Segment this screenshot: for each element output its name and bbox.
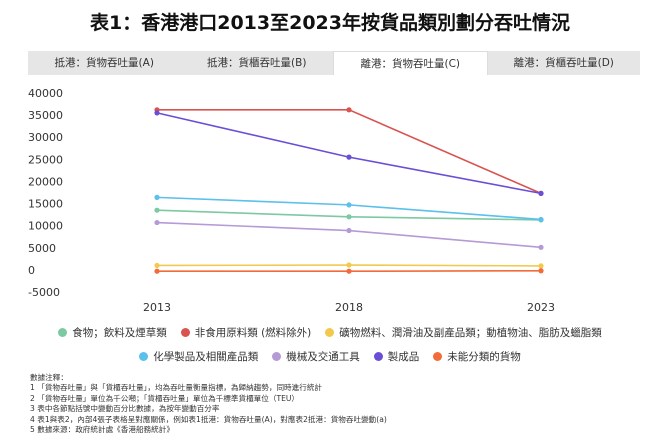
tab-outbound-container[interactable]: 離港：貨櫃吞吐量(D) — [487, 51, 640, 75]
legend-label: 非食用原料類 (燃料除外) — [194, 327, 312, 339]
series-line — [156, 221, 542, 249]
legend-item[interactable]: 食物；飲料及煙草類 — [58, 325, 167, 340]
y-tick-label: 20000 — [28, 175, 63, 188]
legend-item[interactable]: 機械及交通工具 — [272, 349, 360, 364]
x-tick-label: 2018 — [335, 301, 363, 314]
data-point — [346, 262, 352, 268]
y-tick-label: -5000 — [28, 286, 60, 299]
legend-item[interactable]: 未能分類的貨物 — [433, 349, 521, 364]
note-line: 3 表中各節點括號中變動百分比數據，為按年變動百分率 — [30, 404, 220, 414]
y-tick-label: 25000 — [28, 153, 63, 166]
data-point — [538, 216, 544, 223]
data-point — [346, 214, 352, 220]
x-tick-label: 2013 — [143, 301, 171, 314]
data-point — [346, 202, 352, 208]
legend-label: 製成品 — [387, 351, 420, 363]
data-point — [154, 194, 160, 200]
tab-inbound-container[interactable]: 抵港：貨櫃吞吐量(B) — [180, 51, 333, 75]
legend-label: 機械及交通工具 — [286, 351, 360, 363]
y-tick-label: 30000 — [28, 131, 63, 144]
tab-bar: 抵港：貨物吞吐量(A) 抵港：貨櫃吞吐量(B) 離港：貨物吞吐量(C) 離港：貨… — [28, 51, 640, 75]
legend-row-2: 化學製品及相關產品類 機械及交通工具 製成品 未能分類的貨物 — [0, 349, 660, 364]
notes-heading: 數據注釋： — [30, 373, 68, 382]
data-point — [346, 107, 352, 113]
legend-dot — [180, 328, 190, 337]
legend-label: 食物；飲料及煙草類 — [72, 327, 167, 339]
note-line: 2 「貨物吞吐量」單位為千公噸；「貨櫃吞吐量」單位為千標準貨櫃單位（TEU） — [30, 393, 300, 403]
legend-dot — [139, 352, 149, 361]
legend-item[interactable]: 非食用原料類 (燃料除外) — [180, 325, 312, 340]
y-tick-label: 40000 — [28, 87, 63, 100]
legend-label: 礦物燃料、潤滑油及副產品類；動植物油、脂肪及蠟脂類 — [339, 327, 602, 339]
line-chart: -5000 0 5000 10000 15000 20000 25000 30000 35000… — [28, 87, 555, 314]
data-point — [346, 154, 352, 160]
data-point — [154, 219, 160, 226]
y-tick-label: 10000 — [28, 220, 63, 233]
data-notes: 數據注釋： 1 「貨物吞吐量」與「貨櫃吞吐量」，均為吞吐量衡量指標，為歸納趨勢，… — [30, 373, 387, 435]
legend-label: 化學製品及相關產品類 — [153, 351, 259, 363]
y-tick-label: 0 — [28, 264, 35, 277]
legend-dot — [433, 352, 443, 361]
series-line — [157, 109, 542, 195]
y-tick-label: 35000 — [28, 109, 63, 122]
tab-outbound-cargo[interactable]: 離港：貨物吞吐量(C) — [333, 51, 488, 75]
data-point — [538, 268, 544, 274]
data-point — [538, 244, 544, 250]
legend-row-1: 食物；飲料及煙草類 非食用原料類 (燃料除外) 礦物燃料、潤滑油及副產品類；動植… — [0, 325, 660, 340]
y-tick-label: 15000 — [28, 198, 63, 211]
data-point — [346, 227, 352, 234]
legend-item[interactable]: 化學製品及相關產品類 — [139, 349, 258, 364]
data-point — [154, 262, 160, 269]
y-tick-label: 5000 — [28, 242, 56, 255]
legend-item[interactable]: 製成品 — [373, 349, 420, 364]
series-line — [156, 112, 542, 195]
data-point — [346, 268, 352, 274]
data-point — [538, 263, 544, 269]
chart-title: 表1：香港港口2013至2023年按貨品類別劃分吞吐情況 — [90, 12, 570, 34]
data-point — [154, 268, 160, 274]
legend-dot — [58, 328, 68, 337]
note-line: 4 表1與表2，內部4張子表格呈對應關係，例如表1抵港：貨物吞吐量(A)，對應表… — [30, 414, 387, 424]
legend-dot — [272, 352, 282, 361]
legend-dot — [325, 328, 335, 337]
data-point — [154, 207, 160, 213]
data-point — [154, 110, 160, 116]
legend-label: 未能分類的貨物 — [447, 351, 521, 363]
note-line: 5 數據來源：政府統計處《香港船務統計》 — [30, 425, 174, 435]
legend-dot — [373, 352, 383, 361]
tab-inbound-cargo[interactable]: 抵港：貨物吞吐量(A) — [28, 51, 181, 75]
data-point — [538, 190, 544, 196]
note-line: 1 「貨物吞吐量」與「貨櫃吞吐量」，均為吞吐量衡量指標，為歸納趨勢，同時進行統計 — [30, 383, 323, 393]
x-tick-label: 2023 — [527, 301, 555, 314]
legend-item[interactable]: 礦物燃料、潤滑油及副產品類；動植物油、脂肪及蠟脂類 — [325, 325, 602, 340]
